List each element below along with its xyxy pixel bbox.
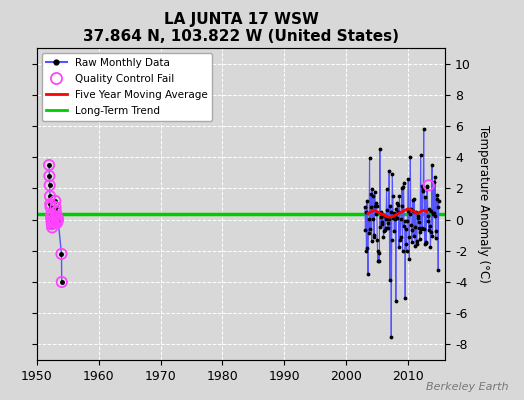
Point	[49, 218, 57, 224]
Point	[51, 198, 59, 204]
Point	[57, 251, 66, 257]
Point	[47, 212, 55, 218]
Point	[46, 201, 54, 207]
Point	[48, 220, 57, 226]
Point	[51, 204, 60, 210]
Legend: Raw Monthly Data, Quality Control Fail, Five Year Moving Average, Long-Term Tren: Raw Monthly Data, Quality Control Fail, …	[42, 53, 212, 120]
Point	[52, 213, 60, 220]
Point	[58, 279, 66, 285]
Point	[424, 182, 433, 188]
Point	[53, 220, 61, 226]
Point	[52, 216, 61, 223]
Point	[46, 182, 54, 188]
Point	[46, 193, 54, 199]
Y-axis label: Temperature Anomaly (°C): Temperature Anomaly (°C)	[477, 125, 490, 283]
Title: LA JUNTA 17 WSW
37.864 N, 103.822 W (United States): LA JUNTA 17 WSW 37.864 N, 103.822 W (Uni…	[83, 12, 399, 44]
Point	[47, 215, 56, 221]
Point	[53, 218, 62, 224]
Text: Berkeley Earth: Berkeley Earth	[426, 382, 508, 392]
Point	[47, 204, 55, 210]
Point	[54, 216, 62, 223]
Point	[47, 218, 56, 224]
Point	[48, 224, 57, 230]
Point	[53, 215, 62, 221]
Point	[52, 209, 60, 215]
Point	[49, 216, 57, 223]
Point	[52, 218, 61, 224]
Point	[45, 173, 53, 179]
Point	[45, 162, 53, 168]
Point	[48, 221, 56, 228]
